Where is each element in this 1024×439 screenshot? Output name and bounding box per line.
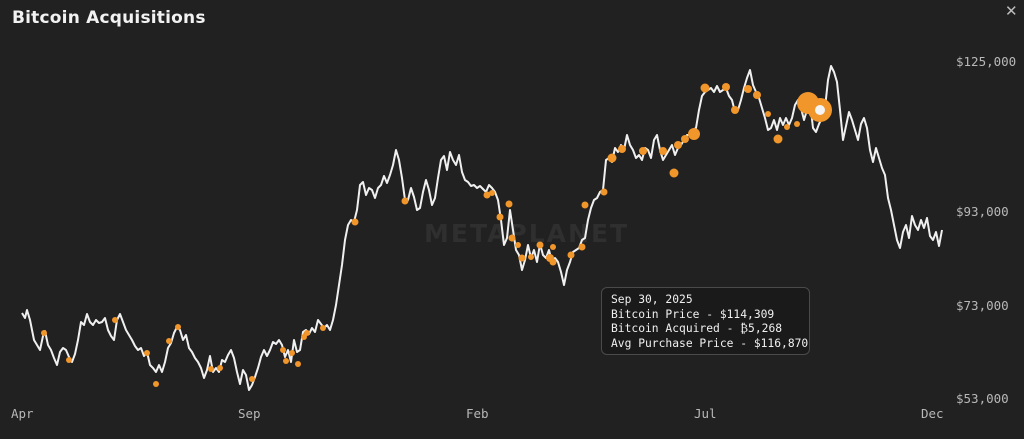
bitcoin-price-line (21, 65, 943, 391)
watermark-logo: METAPLANET (424, 219, 630, 248)
x-tick-jul: Jul (694, 406, 717, 421)
tooltip-bitcoin-acquired: Bitcoin Acquired - ₿5,268 (611, 322, 783, 336)
y-tick-93000: $93,000 (956, 204, 1009, 219)
y-tick-73000: $73,000 (956, 298, 1009, 313)
x-tick-dec: Dec (921, 406, 944, 421)
x-tick-apr: Apr (11, 406, 34, 421)
chart-title: Bitcoin Acquisitions (12, 8, 206, 28)
data-tooltip: Sep 30, 2025 Bitcoin Price - $114,309 Bi… (601, 287, 810, 355)
x-tick-feb: Feb (466, 406, 489, 421)
tooltip-bitcoin-price: Bitcoin Price - $114,309 (611, 307, 775, 321)
tooltip-date: Sep 30, 2025 (611, 293, 693, 306)
tooltip-avg-purchase-price: Avg Purchase Price - $116,870 (611, 336, 809, 350)
x-tick-sep: Sep (238, 406, 261, 421)
hovered-acquisition-marker[interactable] (808, 98, 832, 122)
close-icon[interactable]: ✕ (1005, 2, 1018, 20)
y-tick-53000: $53,000 (956, 391, 1009, 406)
y-tick-125000: $125,000 (956, 54, 1017, 69)
